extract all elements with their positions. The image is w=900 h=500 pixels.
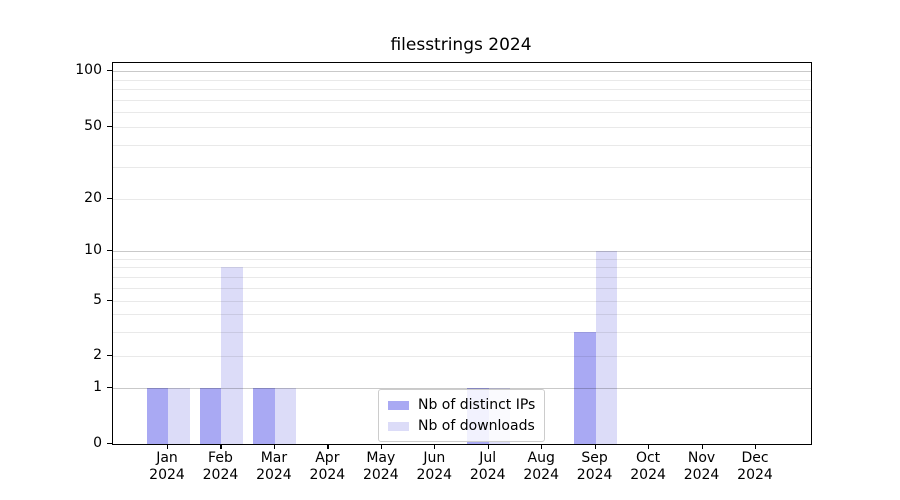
y-tick-label-50: 50 [84,118,102,134]
bar-downloads-sep-2024 [595,251,618,444]
x-tick-label-nov: Nov 2024 [683,450,720,483]
gridline-60 [113,112,811,114]
x-tick-mark-sep [594,444,596,449]
y-tick-label-5: 5 [93,292,102,308]
y-tick-mark-100 [107,70,112,72]
y-tick-label-2: 2 [93,347,102,363]
gridline-100 [113,71,811,72]
gridline-6 [113,287,811,289]
x-tick-mark-feb [220,444,222,449]
x-tick-label-oct: Oct 2024 [630,450,666,483]
x-tick-mark-jan [167,444,169,449]
legend-row-downloads: Nb of downloads [388,418,535,434]
y-tick-mark-1 [107,387,112,389]
bar-distinct-ips-jan-2024 [146,388,168,444]
x-tick-mark-apr [327,444,329,449]
x-tick-label-may: May 2024 [362,450,399,483]
y-tick-mark-10 [107,250,112,252]
bar-downloads-mar-2024 [274,388,297,444]
x-tick-mark-mar [273,444,276,449]
x-tick-mark-aug [541,444,543,449]
x-tick-mark-may [380,444,382,449]
y-tick-label-0: 0 [93,435,102,451]
bar-downloads-jan-2024 [168,388,190,444]
legend-row-distinct-ips: Nb of distinct IPs [388,397,535,413]
gridline-8 [113,267,811,269]
gridline-4 [113,314,811,316]
bar-downloads-feb-2024 [221,267,243,444]
bar-distinct-ips-feb-2024 [199,388,222,444]
x-tick-label-dec: Dec 2024 [737,450,773,483]
x-tick-label-aug: Aug 2024 [523,450,559,483]
bar-distinct-ips-mar-2024 [253,388,275,444]
gridline-30 [113,167,811,169]
y-tick-label-100: 100 [75,62,102,78]
plot-area: Nb of distinct IPs Nb of downloads [112,62,812,445]
gridline-10 [113,251,811,252]
y-tick-label-20: 20 [84,190,102,206]
gridline-3 [113,331,811,333]
x-tick-mark-nov [701,444,703,449]
gridline-5 [113,301,811,302]
gridline-80 [113,89,811,91]
x-tick-label-sep: Sep 2024 [576,450,613,483]
gridline-50 [113,127,811,128]
x-tick-label-feb: Feb 2024 [202,450,239,483]
y-tick-mark-2 [107,355,112,357]
legend-swatch-downloads-icon [388,421,409,431]
x-tick-label-apr: Apr 2024 [309,450,346,483]
gridline-90 [113,79,811,81]
legend-swatch-distinct-ips-icon [388,400,409,410]
x-tick-label-mar: Mar 2024 [256,450,292,483]
y-tick-mark-50 [107,126,112,128]
y-tick-label-1: 1 [93,379,102,395]
gridline-20 [113,199,811,200]
bar-distinct-ips-sep-2024 [574,331,596,444]
legend-label-downloads: Nb of downloads [418,418,535,434]
x-tick-mark-dec [755,444,757,449]
x-tick-mark-jun [434,444,436,449]
x-tick-label-jul: Jul 2024 [469,450,506,483]
gridline-40 [113,144,811,146]
x-tick-mark-jul [487,444,489,449]
gridline-9 [113,258,811,260]
legend: Nb of distinct IPs Nb of downloads [378,389,546,442]
gridline-1 [113,388,811,389]
gridline-70 [113,99,811,101]
x-tick-label-jun: Jun 2024 [416,450,453,483]
x-tick-label-jan: Jan 2024 [149,450,185,483]
legend-label-distinct-ips: Nb of distinct IPs [418,397,536,413]
gridline-2 [113,356,811,357]
y-tick-label-10: 10 [84,242,102,258]
gridline-7 [113,276,811,278]
y-tick-mark-5 [107,300,112,302]
x-tick-mark-oct [648,444,650,449]
y-tick-mark-0 [107,443,112,445]
y-tick-mark-20 [107,198,112,200]
chart-title: filesstrings 2024 [390,35,532,55]
